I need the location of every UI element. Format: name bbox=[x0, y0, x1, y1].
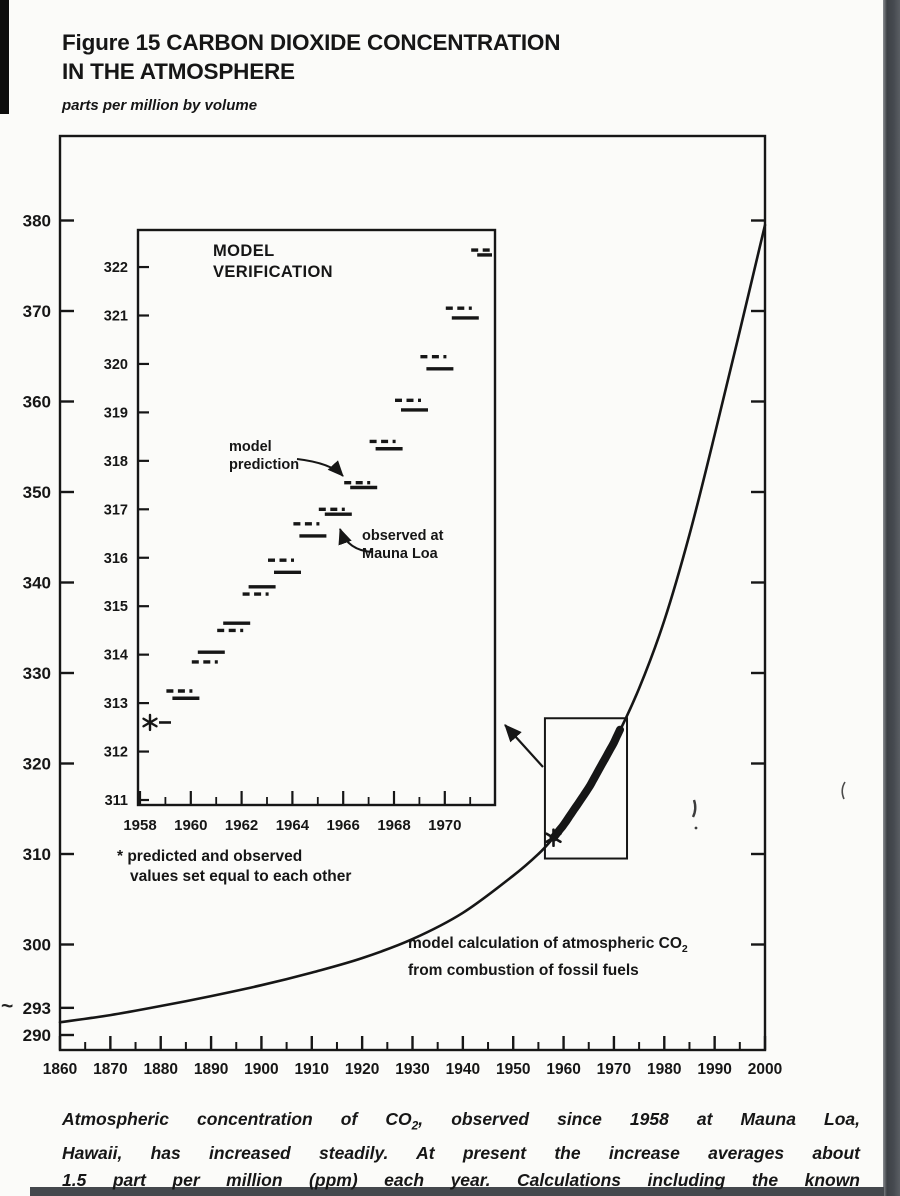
model-calculation-curve bbox=[58, 223, 767, 1024]
y-tick-label: 370 bbox=[23, 302, 51, 321]
model-prediction-arrow bbox=[296, 458, 344, 477]
x-tick-label: 1860 bbox=[43, 1061, 77, 1078]
x-tick-label: 1920 bbox=[345, 1061, 379, 1078]
scan-edge-bottom bbox=[30, 1187, 884, 1196]
inset-title-line2: VERIFICATION bbox=[213, 263, 333, 281]
observed-arrow bbox=[338, 528, 374, 553]
footnote-line1: * predicted and observed bbox=[117, 848, 303, 865]
model-prediction-label: model prediction bbox=[229, 438, 299, 474]
inset-y-tick-label: 311 bbox=[105, 793, 128, 809]
x-tick-label: 2000 bbox=[748, 1061, 782, 1078]
x-tick-label: 1930 bbox=[395, 1061, 429, 1078]
model-prediction-label-line2: prediction bbox=[229, 457, 300, 473]
y-axis-units-label: parts per million by volume bbox=[62, 97, 258, 114]
asterisk-footnote: * predicted and observed values set equa… bbox=[117, 847, 351, 887]
inset-x-tick-label: 1970 bbox=[428, 817, 461, 834]
zoom-region-box bbox=[543, 717, 629, 860]
figure-title: Figure 15 CARBON DIOXIDE CONCENTRATION I… bbox=[62, 28, 560, 86]
y-tick-label: 293 bbox=[23, 999, 51, 1018]
inset-title-line1: MODEL bbox=[213, 242, 275, 260]
main-plot-border bbox=[58, 134, 767, 1052]
inset-x-tick-label: 1966 bbox=[327, 817, 360, 834]
figure-title-line1: Figure 15 CARBON DIOXIDE CONCENTRATION bbox=[62, 30, 561, 55]
x-tick-label: 1950 bbox=[496, 1061, 530, 1078]
observed-label-line2: Mauna Loa bbox=[362, 546, 438, 562]
inset-title: MODEL VERIFICATION bbox=[213, 241, 333, 283]
x-tick-label: 1970 bbox=[597, 1061, 631, 1078]
inset-y-tick-label: 315 bbox=[104, 599, 128, 615]
model-calculation-line2: from combustion of fossil fuels bbox=[408, 962, 639, 980]
inset-y-tick-label: 313 bbox=[104, 696, 128, 712]
observed-thick-segment bbox=[549, 725, 624, 842]
inset-y-tick-label: 316 bbox=[104, 551, 128, 567]
zoom-link-arrow bbox=[504, 724, 544, 768]
inset-x-tick-label: 1958 bbox=[123, 817, 156, 834]
figure-caption: Atmospheric concentration of CO2, observ… bbox=[62, 1106, 860, 1194]
y-tick-label: 360 bbox=[23, 393, 51, 412]
x-tick-label: 1980 bbox=[647, 1061, 681, 1078]
scan-edge-left bbox=[0, 0, 9, 114]
y-tick-label: 320 bbox=[23, 755, 51, 774]
inset-y-tick-label: 314 bbox=[104, 648, 128, 664]
scan-artifact-dot bbox=[694, 826, 698, 830]
x-tick-label: 1960 bbox=[546, 1061, 580, 1078]
model-calculation-line1: model calculation of atmospheric CO2 bbox=[408, 935, 688, 956]
x-tick-label: 1880 bbox=[143, 1061, 177, 1078]
inset-y-tick-label: 318 bbox=[104, 454, 128, 470]
y-tick-label: 330 bbox=[23, 664, 51, 683]
y-tick-label: 350 bbox=[23, 483, 51, 502]
y-tick-label: 380 bbox=[23, 212, 51, 231]
caption-line2: Hawaii, has increased steadily. At prese… bbox=[62, 1142, 860, 1163]
caption-line1: Atmospheric concentration of CO2, observ… bbox=[62, 1109, 861, 1133]
axis-approx-mark: ~ bbox=[1, 995, 14, 1018]
y-tick-label: 290 bbox=[23, 1026, 51, 1045]
footnote-line2: values set equal to each other bbox=[130, 868, 352, 885]
y-tick-label: 340 bbox=[23, 574, 51, 593]
inset-asterisk bbox=[142, 717, 158, 728]
scan-artifact-stroke bbox=[691, 799, 697, 818]
inset-x-tick-label: 1960 bbox=[174, 817, 207, 834]
figure-title-line2: IN THE ATMOSPHERE bbox=[62, 59, 295, 84]
x-tick-label: 1990 bbox=[697, 1061, 731, 1078]
inset-y-tick-label: 321 bbox=[104, 309, 128, 325]
x-tick-label: 1910 bbox=[295, 1061, 329, 1078]
inset-y-tick-label: 322 bbox=[104, 260, 128, 276]
y-tick-label: 300 bbox=[23, 936, 51, 955]
model-calculation-label: model calculation of atmospheric CO2 fro… bbox=[408, 933, 688, 981]
model-prediction-label-line1: model bbox=[229, 439, 272, 455]
inset-y-tick-label: 317 bbox=[104, 502, 128, 518]
observed-label-line1: observed at bbox=[362, 528, 444, 544]
inset-x-tick-label: 1962 bbox=[225, 817, 258, 834]
x-tick-label: 1890 bbox=[194, 1061, 228, 1078]
y-tick-label: 310 bbox=[23, 845, 51, 864]
inset-x-tick-label: 1964 bbox=[276, 817, 310, 834]
caption-line3: 1.5 part per million (ppm) each year. Ca… bbox=[62, 1169, 860, 1190]
x-tick-label: 1900 bbox=[244, 1061, 278, 1078]
observed-at-mauna-loa-label: observed at Mauna Loa bbox=[362, 527, 443, 563]
inset-x-tick-label: 1968 bbox=[377, 817, 410, 834]
scan-edge-right bbox=[883, 0, 900, 1196]
scan-artifact-curl bbox=[841, 781, 846, 800]
x-tick-label: 1940 bbox=[446, 1061, 480, 1078]
curve-asterisk bbox=[545, 832, 562, 844]
inset-y-tick-label: 319 bbox=[104, 405, 128, 421]
inset-y-tick-label: 320 bbox=[104, 357, 128, 373]
x-tick-label: 1870 bbox=[93, 1061, 127, 1078]
inset-border bbox=[136, 228, 497, 807]
inset-y-tick-label: 312 bbox=[104, 745, 128, 761]
